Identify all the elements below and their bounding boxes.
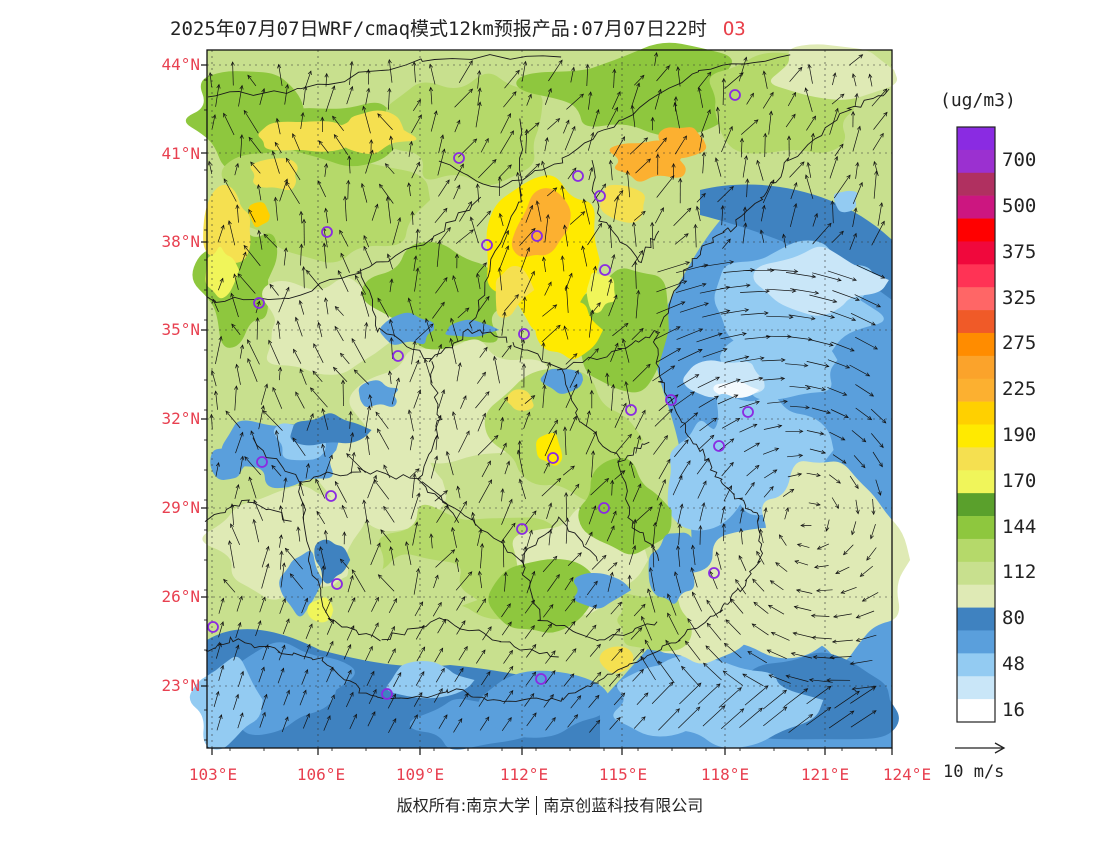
lat-label: 26°N xyxy=(161,587,200,606)
lon-label: 103°E xyxy=(188,765,238,784)
station-marker xyxy=(331,578,343,590)
colorbar-swatch xyxy=(957,424,995,448)
colorbar-swatch xyxy=(957,355,995,380)
footer-left: 版权所有:南京大学 xyxy=(396,796,531,815)
colorbar-swatch xyxy=(957,195,995,219)
colorbar-swatch xyxy=(957,447,995,471)
station-marker xyxy=(518,328,530,340)
lon-label: 124°E xyxy=(882,765,932,784)
station-markers xyxy=(207,89,754,700)
lat-label: 35°N xyxy=(161,320,200,339)
colorbar-label: 375 xyxy=(1002,240,1037,263)
colorbar-swatch xyxy=(957,493,995,517)
colorbar-label: 190 xyxy=(1002,423,1037,446)
colorbar-swatch xyxy=(957,264,995,288)
province-boundaries xyxy=(204,54,890,702)
reference-vector-label: 10 m/s xyxy=(943,762,1005,782)
station-marker xyxy=(713,440,725,452)
copyright-footer: 版权所有:南京大学 南京创蓝科技有限公司 xyxy=(0,792,1100,816)
colorbar-swatch xyxy=(957,149,995,174)
species-label: O3 xyxy=(722,18,746,40)
station-marker xyxy=(625,404,637,416)
station-marker xyxy=(729,89,741,101)
station-marker xyxy=(207,621,219,633)
colorbar-swatch xyxy=(957,607,995,631)
colorbar-swatch xyxy=(957,699,995,723)
station-marker xyxy=(453,152,465,164)
station-marker xyxy=(742,406,754,418)
colorbar-label: 144 xyxy=(1002,515,1037,538)
footer-right: 南京创蓝科技有限公司 xyxy=(536,796,710,815)
station-marker xyxy=(516,523,528,535)
colorbar-swatch xyxy=(957,310,995,334)
colorbar-swatch xyxy=(957,676,995,700)
title-text: 2025年07月07日WRF/cmaq模式12km预报产品:07月07日22时 xyxy=(170,18,707,40)
lat-label: 41°N xyxy=(161,144,200,163)
colorbar-swatch xyxy=(957,470,995,494)
colorbar-label: 325 xyxy=(1002,286,1037,309)
colorbar-swatch xyxy=(957,401,995,425)
station-marker xyxy=(481,239,493,251)
lon-label: 106°E xyxy=(296,765,346,784)
colorbar-swatch xyxy=(957,218,995,242)
colorbar-unit: (ug/m3) xyxy=(940,90,1016,111)
colorbar-label: 80 xyxy=(1002,607,1025,629)
station-marker xyxy=(253,297,265,309)
colorbar-label: 275 xyxy=(1002,332,1037,355)
map-frame xyxy=(206,49,893,749)
station-marker xyxy=(321,226,333,238)
colorbar-swatch xyxy=(957,378,995,402)
station-marker xyxy=(325,490,337,502)
station-marker xyxy=(531,230,543,242)
colorbar-swatch xyxy=(957,172,995,196)
colorbar-label: 48 xyxy=(1002,652,1025,675)
lon-label: 112°E xyxy=(499,765,549,784)
colorbar-swatch xyxy=(957,127,995,151)
station-marker xyxy=(256,456,268,468)
station-marker xyxy=(708,567,720,579)
lon-label: 118°E xyxy=(700,765,750,784)
lon-label: 115°E xyxy=(598,765,648,784)
station-marker xyxy=(598,502,610,514)
colorbar xyxy=(956,126,996,723)
lat-label: 29°N xyxy=(161,498,200,517)
colorbar-swatch xyxy=(957,516,995,540)
colorbar-swatch xyxy=(957,561,995,585)
station-marker xyxy=(547,452,559,464)
axis-ticks xyxy=(201,64,893,755)
colorbar-label: 170 xyxy=(1002,469,1037,492)
colorbar-swatch xyxy=(957,630,995,654)
station-marker xyxy=(392,350,404,362)
colorbar-swatch xyxy=(957,332,995,357)
colorbar-label: 225 xyxy=(1002,378,1037,401)
colorbar-swatch xyxy=(957,287,995,311)
colorbar-label: 700 xyxy=(1002,149,1037,172)
lon-label: 121°E xyxy=(800,765,850,784)
station-marker xyxy=(599,264,611,276)
map-title: 2025年07月07日WRF/cmaq模式12km预报产品:07月07日22时 O… xyxy=(170,14,746,41)
station-marker xyxy=(381,688,393,700)
colorbar-swatch xyxy=(957,241,995,265)
ozone-concentration-field xyxy=(185,42,911,750)
colorbar-label: 16 xyxy=(1002,698,1025,721)
colorbar-swatch xyxy=(957,653,995,677)
station-marker xyxy=(572,170,584,182)
station-marker xyxy=(535,673,547,685)
colorbar-swatch xyxy=(957,584,995,608)
lat-label: 23°N xyxy=(161,676,200,695)
lat-label: 38°N xyxy=(161,232,200,251)
reference-vector xyxy=(955,742,1006,754)
lat-label: 32°N xyxy=(161,409,200,428)
wind-vectors xyxy=(207,52,888,734)
station-marker xyxy=(665,394,677,406)
colorbar-label: 112 xyxy=(1002,561,1037,584)
colorbar-label: 500 xyxy=(1002,195,1037,218)
lon-label: 109°E xyxy=(395,765,445,784)
station-marker xyxy=(594,190,606,202)
lat-label: 44°N xyxy=(161,55,200,74)
colorbar-swatch xyxy=(957,538,995,563)
